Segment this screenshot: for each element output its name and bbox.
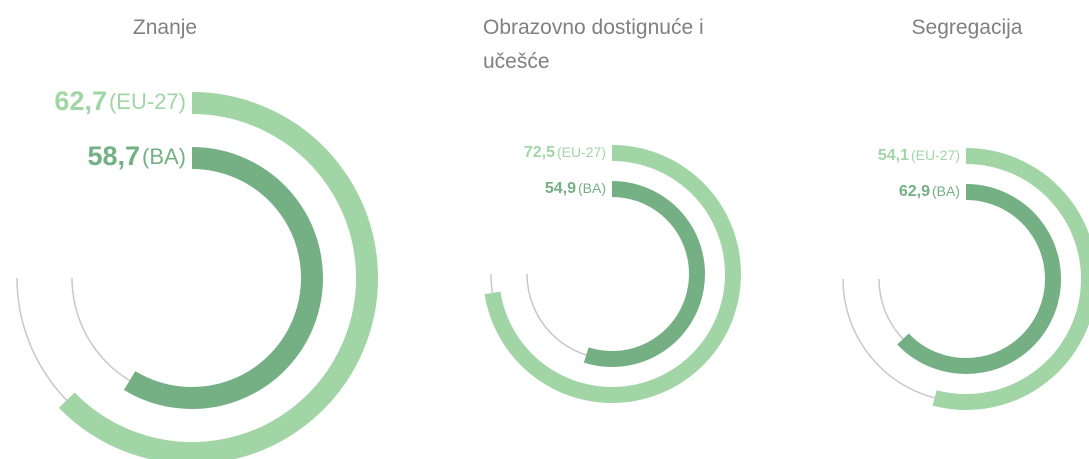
data-label: 72,5 (EU-27) <box>524 144 606 162</box>
value-label: 54,9 <box>545 180 576 197</box>
data-label: 58,7(BA) <box>87 141 186 171</box>
data-label: 54,9 (BA) <box>545 180 606 198</box>
value-label: 54,1 <box>878 147 909 164</box>
value-label: 62,7 <box>54 86 107 116</box>
data-label: 54,1 (EU-27) <box>878 147 960 165</box>
legend-label: (EU-27) <box>109 89 186 114</box>
chart-title: Segregacija <box>911 16 1023 39</box>
data-label: 62,7(EU-27) <box>54 86 186 116</box>
radial-bar <box>484 145 741 403</box>
legend-label: (BA) <box>142 144 186 169</box>
radial-bar <box>58 92 378 459</box>
chart-title: Obrazovno dostignuće i učešće <box>483 16 704 73</box>
legend-label: (BA) <box>578 180 606 196</box>
legend-label: (BA) <box>932 183 960 199</box>
radial-bar <box>932 148 1089 410</box>
radial-bar <box>583 181 705 367</box>
legend-label: (EU-27) <box>557 144 606 160</box>
legend-label: (EU-27) <box>911 147 960 163</box>
value-label: 72,5 <box>524 144 555 161</box>
value-label: 58,7 <box>87 141 140 171</box>
radial-bar <box>897 184 1061 374</box>
radial-bar <box>123 147 323 409</box>
value-label: 62,9 <box>899 183 930 200</box>
data-label: 62,9 (BA) <box>899 183 960 201</box>
chart-title: Znanje <box>132 16 198 39</box>
